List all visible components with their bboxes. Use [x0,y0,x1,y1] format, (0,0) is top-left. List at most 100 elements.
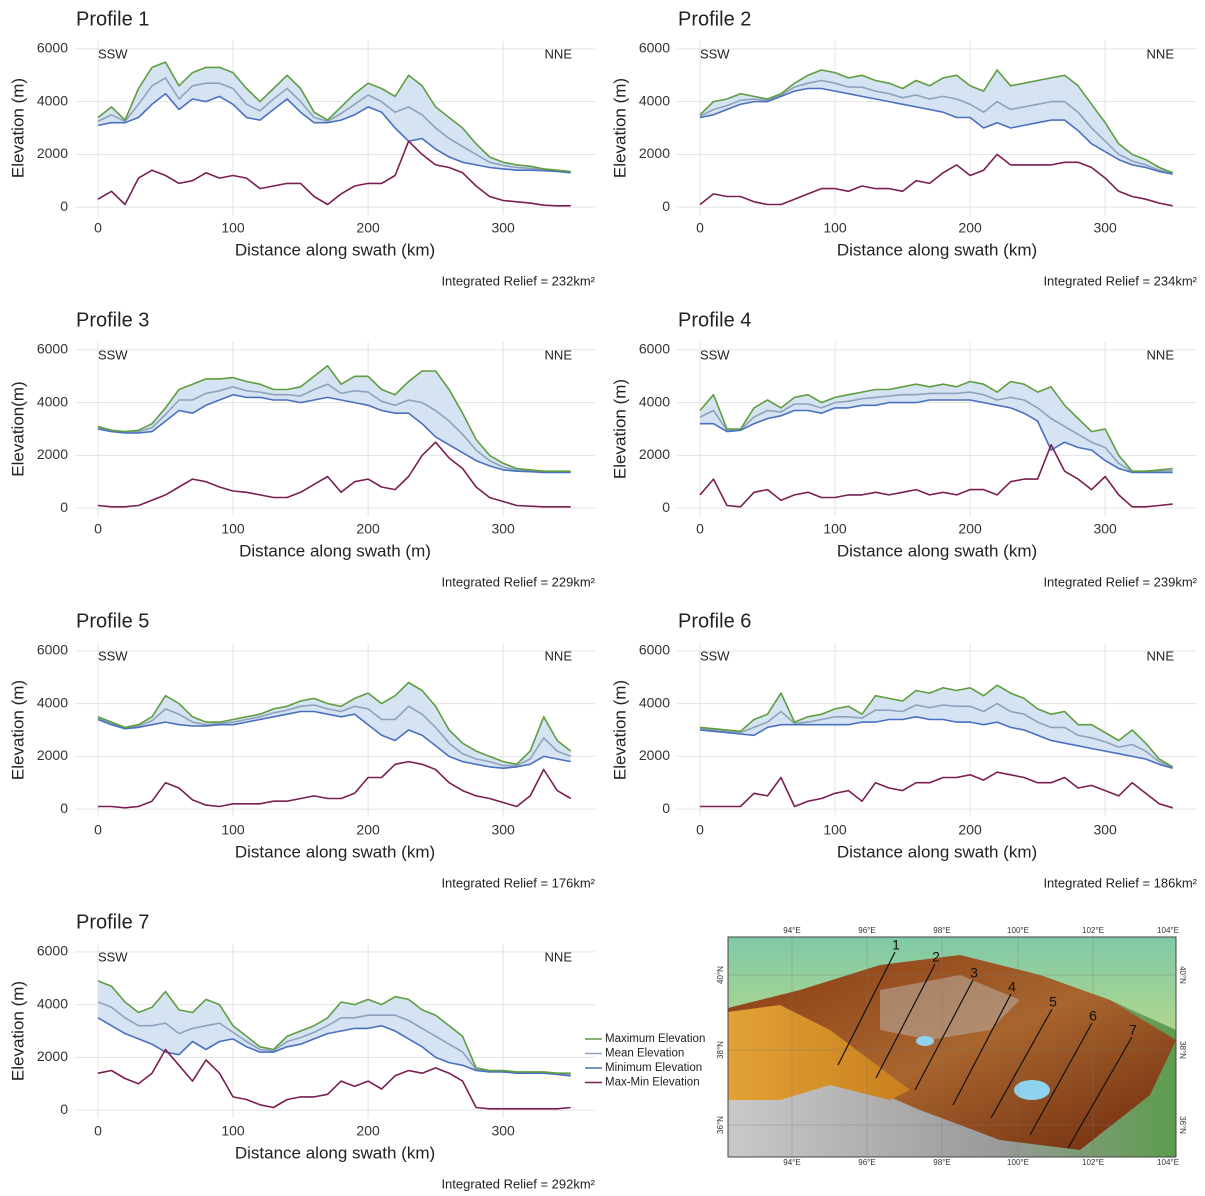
lon-label: 94°E [783,926,800,935]
right-label: NNE [1147,46,1175,61]
note: Integrated Relief = 186km² [1043,875,1197,890]
y-tick-label: 2000 [639,145,670,161]
x-tick-label: 200 [356,220,380,236]
x-axis-label: Distance along swath (km) [837,240,1037,259]
figure: (() => { const data = JSON.parse(documen… [0,0,1205,1196]
lat-label: 40°N [716,966,725,984]
left-label: SSW [700,46,730,61]
note: Integrated Relief = 229km² [441,574,595,589]
legend-label: Minimum Elevation [605,1062,702,1074]
y-tick-label: 6000 [37,341,68,357]
y-tick-label: 2000 [37,1048,68,1064]
chart-title: Profile 6 [678,610,751,632]
y-tick-label: 6000 [37,40,68,56]
x-tick-label: 100 [221,521,245,537]
profile-number: 4 [1008,979,1016,995]
chart-title: Profile 5 [76,610,149,632]
x-axis-label: Distance along swath (km) [235,240,435,259]
y-axis-label: Elevation (m) [610,78,629,178]
y-tick-label: 4000 [639,393,670,409]
y-tick-label: 6000 [37,943,68,959]
x-tick-label: 100 [823,521,847,537]
profile-number: 7 [1129,1022,1137,1038]
left-label: SSW [98,347,128,362]
x-tick-label: 0 [696,822,704,838]
x-tick-label: 200 [356,822,380,838]
y-tick-label: 6000 [639,642,670,658]
x-tick-label: 100 [221,822,245,838]
y-tick-label: 0 [662,198,670,214]
map-lake [1014,1080,1050,1100]
y-tick-label: 4000 [639,694,670,710]
left-label: SSW [98,46,128,61]
y-axis-label: Elevation (m) [610,379,629,479]
x-tick-label: 200 [958,521,982,537]
y-axis-label: Elevation (m) [610,680,629,780]
map-lake [916,1036,934,1046]
y-tick-label: 0 [662,800,670,816]
x-tick-label: 0 [94,521,102,537]
right-label: NNE [1147,648,1175,663]
x-tick-label: 300 [491,822,515,838]
legend-label: Mean Elevation [605,1048,684,1060]
lon-label: 100°E [1007,1158,1029,1167]
x-tick-label: 0 [94,1123,102,1139]
x-tick-label: 200 [356,1123,380,1139]
chart-title: Profile 7 [76,911,149,933]
lat-label: 36°N [1178,1116,1187,1134]
right-label: NNE [545,949,573,964]
y-tick-label: 6000 [639,341,670,357]
plot-area [677,41,1197,215]
profile-number: 6 [1089,1008,1097,1024]
y-tick-label: 2000 [639,747,670,763]
y-axis-label: Elevation (m) [8,78,27,178]
chart-title: Profile 1 [76,8,149,30]
lat-label: 38°N [716,1041,725,1059]
x-tick-label: 300 [1093,521,1117,537]
lon-label: 96°E [858,1158,875,1167]
x-axis-label: Distance along swath (km) [837,541,1037,560]
x-axis-label: Distance along swath (m) [239,541,431,560]
y-tick-label: 4000 [639,92,670,108]
left-label: SSW [700,648,730,663]
y-tick-label: 0 [60,1101,68,1117]
y-tick-label: 0 [60,499,68,515]
x-tick-label: 300 [491,220,515,236]
x-tick-label: 300 [1093,220,1117,236]
x-tick-label: 0 [696,220,704,236]
note: Integrated Relief = 292km² [441,1176,595,1191]
x-tick-label: 100 [221,1123,245,1139]
y-tick-label: 4000 [37,694,68,710]
x-tick-label: 300 [1093,822,1117,838]
left-label: SSW [700,347,730,362]
y-tick-label: 2000 [37,145,68,161]
lon-label: 100°E [1007,926,1029,935]
y-tick-label: 2000 [639,446,670,462]
left-label: SSW [98,648,128,663]
x-tick-label: 0 [94,822,102,838]
y-axis-label: Elevation (m) [8,981,27,1081]
note: Integrated Relief = 239km² [1043,574,1197,589]
legend-label: Max-Min Elevation [605,1077,700,1089]
left-label: SSW [98,949,128,964]
note: Integrated Relief = 232km² [441,273,595,288]
y-tick-label: 4000 [37,92,68,108]
lon-label: 104°E [1157,926,1179,935]
y-axis-label: Elevation (m) [8,680,27,780]
note: Integrated Relief = 234km² [1043,273,1197,288]
lon-label: 104°E [1157,1158,1179,1167]
y-tick-label: 4000 [37,393,68,409]
y-tick-label: 6000 [37,642,68,658]
x-tick-label: 100 [221,220,245,236]
chart-title: Profile 2 [678,8,751,30]
x-tick-label: 200 [958,822,982,838]
chart-title: Profile 3 [76,309,149,331]
profile-number: 3 [970,965,978,981]
lon-label: 102°E [1082,926,1104,935]
